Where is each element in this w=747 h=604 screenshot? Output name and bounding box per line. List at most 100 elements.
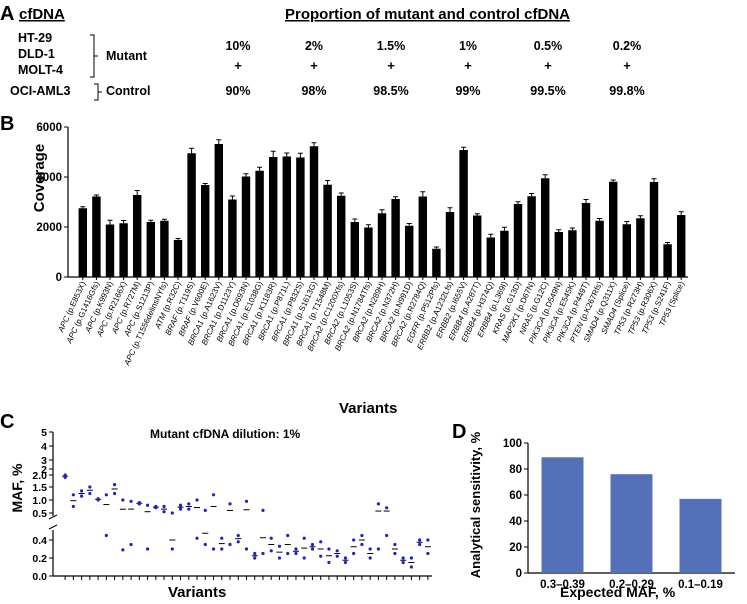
coverage-bar	[105, 224, 115, 277]
y-tick-label: 0	[516, 568, 522, 580]
maf-point	[335, 549, 339, 553]
maf-point	[302, 556, 306, 560]
y-tick-label: 0	[56, 272, 62, 284]
coverage-bar	[527, 196, 536, 277]
chart-c-xlabel: Variants	[168, 584, 226, 601]
panel-d-label: D	[452, 421, 466, 443]
maf-point	[162, 510, 166, 514]
y-tick-label: 2	[41, 464, 47, 476]
maf-point	[211, 493, 216, 497]
maf-point	[244, 499, 249, 503]
y-tick-label: 100	[503, 438, 522, 450]
coverage-bar	[92, 196, 101, 277]
maf-scatter-chart: 0.51.01.52.023 4 5 0.0 0.2 0.4	[32, 427, 432, 583]
control-percent: 98.5%	[373, 84, 408, 98]
x-tick-label: 0.3–0.39	[540, 579, 585, 591]
maf-point	[244, 547, 249, 551]
panel-b-label: B	[0, 113, 14, 135]
maf-point	[80, 489, 84, 493]
coverage-bar	[608, 181, 618, 277]
y-tick-label: 20	[509, 542, 522, 554]
control-percent: 99.8%	[609, 84, 644, 98]
maf-point	[385, 533, 389, 538]
maf-point	[195, 536, 199, 540]
maf-point	[319, 554, 323, 558]
coverage-bar	[500, 230, 509, 277]
x-tick-label: 0.1–0.19	[678, 579, 723, 591]
coverage-bar	[581, 203, 591, 277]
maf-point	[327, 560, 331, 565]
maf-point	[409, 565, 413, 569]
maf-point	[220, 536, 224, 540]
maf-point	[294, 547, 298, 551]
maf-point	[253, 556, 257, 560]
y-tick-label: 3	[41, 455, 47, 467]
coverage-bar	[486, 237, 496, 277]
coverage-bar	[554, 232, 564, 277]
sensitivity-bar	[679, 498, 722, 573]
maf-point	[418, 538, 422, 542]
maf-point	[203, 508, 207, 512]
maf-point	[286, 533, 290, 538]
coverage-bar	[336, 195, 346, 277]
control-label: Control	[106, 84, 150, 98]
coverage-bar	[200, 185, 210, 277]
maf-point	[178, 507, 183, 511]
maf-point	[104, 533, 108, 538]
coverage-bar	[228, 199, 237, 277]
chart-b-ylabel: Coverage	[31, 144, 48, 212]
mutant-percent: 2%	[305, 39, 323, 53]
mutant-percent: 10%	[225, 39, 250, 53]
coverage-bar	[432, 248, 441, 277]
coverage-bar	[540, 178, 550, 277]
y-tick-label: 1.0	[32, 495, 47, 507]
coverage-bar	[132, 195, 142, 277]
mutant-label: Mutant	[106, 49, 148, 63]
mutant-percent: 0.2%	[613, 39, 642, 53]
proportion-header: Proportion of mutant and control cfDNA	[285, 6, 570, 23]
coverage-bar	[282, 156, 292, 277]
maf-point	[286, 551, 290, 556]
sensitivity-bar	[541, 457, 584, 573]
y-tick-label: 4	[41, 441, 47, 453]
panel-c: C Mutant cfDNA dilution: 1% 0.51.01.52.0…	[0, 411, 432, 601]
maf-point	[360, 533, 364, 538]
maf-point	[236, 533, 240, 538]
y-tick-label: 6000	[36, 122, 62, 134]
control-line: OCI-AML3	[10, 84, 70, 98]
maf-point	[104, 493, 108, 497]
maf-point	[112, 483, 117, 487]
mutant-percent: 1%	[459, 39, 477, 53]
maf-point	[343, 560, 348, 565]
y-tick-label: 5	[41, 427, 47, 439]
maf-point	[121, 498, 125, 502]
maf-point	[261, 551, 265, 556]
y-tick-label: 80	[509, 464, 522, 476]
coverage-bar	[160, 220, 169, 277]
maf-point	[360, 542, 364, 547]
maf-point	[88, 485, 92, 489]
maf-point	[129, 499, 133, 503]
maf-point	[145, 547, 150, 551]
axis-break-mark	[48, 514, 58, 520]
maf-point	[376, 547, 381, 551]
plus-sign: +	[464, 58, 472, 73]
coverage-bar	[323, 184, 332, 277]
y-tick-label: 1.5	[32, 482, 47, 494]
sensitivity-chart: 0 20 40 60 80 100 0.3–0.39 0.2–0.29 0.1–0.19	[503, 438, 735, 591]
mutant-percent: 0.5%	[534, 39, 563, 53]
maf-point	[220, 547, 224, 551]
maf-point	[96, 498, 100, 502]
y-tick-label: 60	[509, 490, 522, 502]
maf-point	[63, 475, 67, 479]
coverage-bar	[119, 223, 128, 277]
maf-point	[401, 560, 405, 565]
control-percent: 99%	[455, 84, 480, 98]
coverage-bar	[418, 196, 428, 277]
coverage-bar	[676, 215, 686, 277]
y-tick-label: 40	[509, 516, 522, 528]
maf-point	[137, 502, 141, 506]
maf-point	[187, 502, 191, 506]
maf-point	[302, 536, 306, 540]
